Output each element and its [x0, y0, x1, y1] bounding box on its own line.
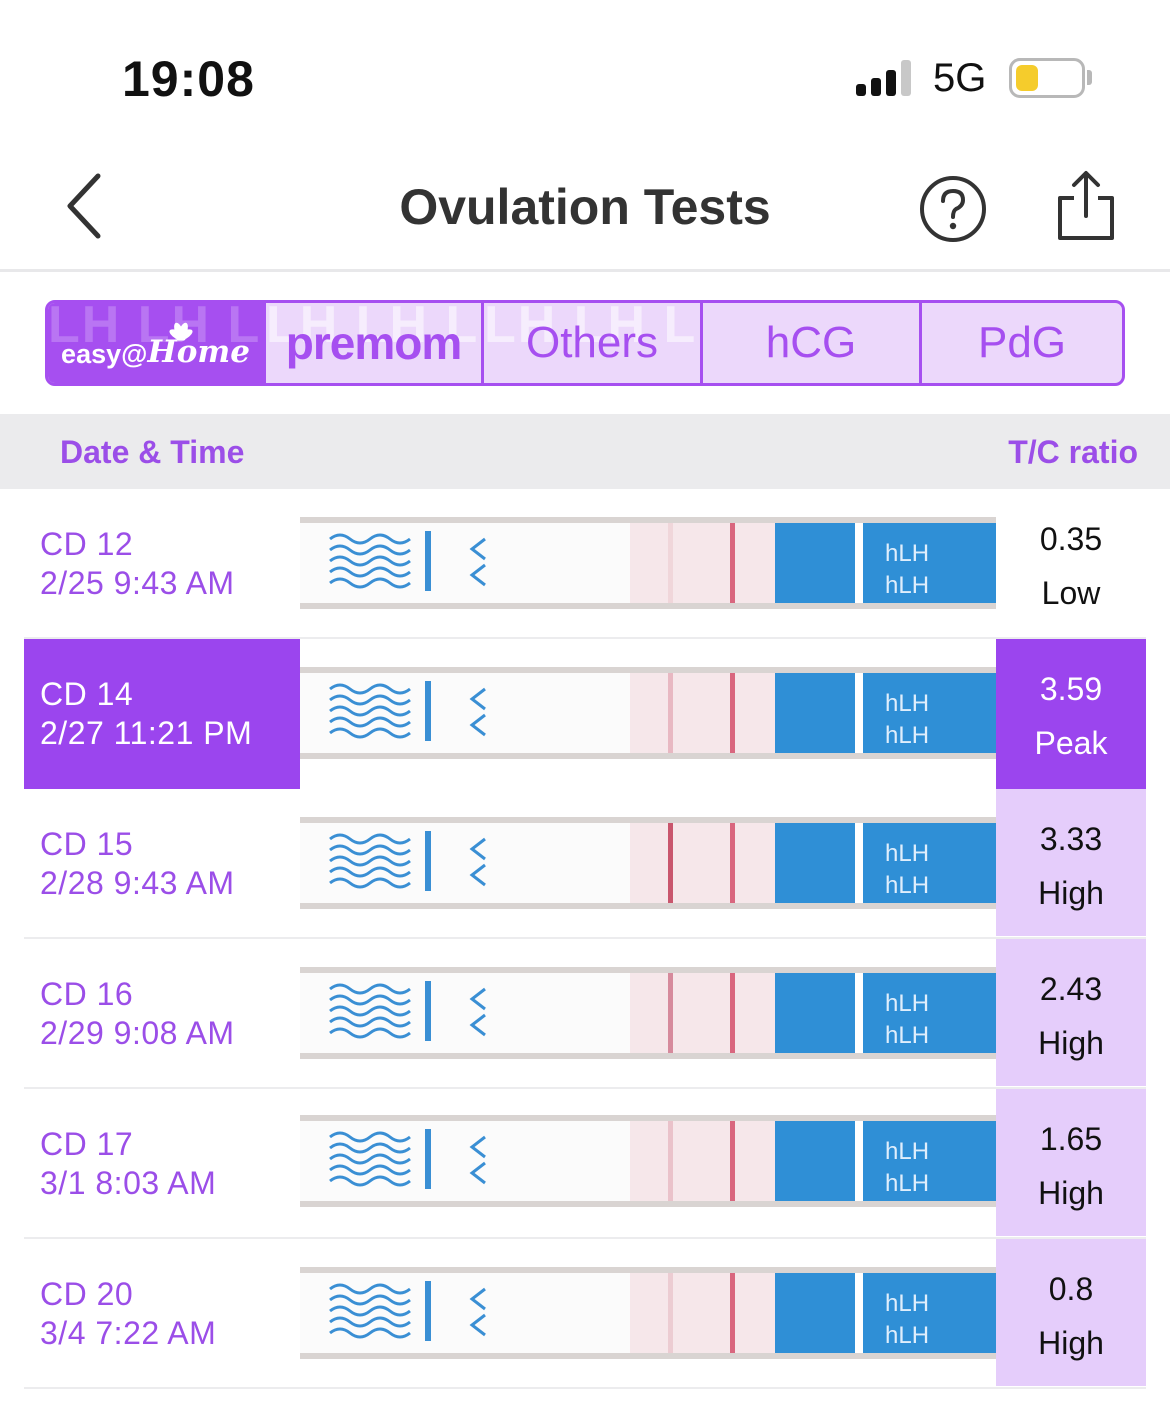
ratio-cell: 3.59 Peak — [996, 639, 1146, 789]
hormone-level: Peak — [1034, 725, 1108, 761]
strip-label: hLH — [885, 990, 929, 1017]
row-divider — [24, 1087, 1146, 1089]
question-circle-icon — [920, 176, 986, 242]
test-row[interactable]: CD 16 2/29 9:08 AM hLH hLH 2.43 High — [0, 939, 1170, 1089]
battery-tip — [1087, 70, 1092, 85]
tab-others[interactable]: LH LH LH LH Others — [484, 303, 703, 383]
hormone-level: Low — [1041, 575, 1101, 611]
strip-label: hLH — [885, 572, 929, 599]
hormone-level: High — [1038, 1025, 1104, 1061]
chevron-left-icon — [67, 173, 101, 239]
ratio-cell: 1.65 High — [996, 1089, 1146, 1239]
tab-watermark: LH LH LH LH — [266, 303, 481, 354]
test-row[interactable]: CD 17 3/1 8:03 AM hLH hLH 1.65 High — [0, 1089, 1170, 1239]
test-strip-image[interactable]: hLH hLH — [300, 517, 996, 609]
test-strip-image[interactable]: hLH hLH — [300, 817, 996, 909]
strip-label: hLH — [885, 872, 929, 899]
row-divider — [24, 637, 1146, 639]
row-divider — [24, 1387, 1146, 1389]
hormone-level: High — [1038, 875, 1104, 911]
cycle-day: CD 14 — [40, 676, 134, 712]
cycle-day: CD 16 — [40, 976, 134, 1012]
strip-label: hLH — [885, 1322, 929, 1349]
test-datetime: 2/27 11:21 PM — [40, 715, 253, 751]
cycle-day: CD 20 — [40, 1276, 134, 1312]
strip-label: hLH — [885, 1022, 929, 1049]
flower-logo-icon — [169, 322, 193, 341]
tab-hcg[interactable]: hCG — [703, 303, 922, 383]
strip-label: hLH — [885, 1290, 929, 1317]
test-strip-image[interactable]: hLH hLH — [300, 1115, 996, 1207]
tab-pdg[interactable]: PdG — [922, 303, 1122, 383]
row-divider — [24, 1237, 1146, 1239]
brand-tabs: LH LH LH LH easy@ Home LH LH LH LH premo… — [45, 300, 1125, 386]
cellular-signal-icon — [856, 60, 914, 96]
network-label: 5G — [933, 56, 987, 100]
help-button[interactable] — [918, 174, 988, 244]
test-row[interactable]: CD 12 2/25 9:43 AM hLH hLH 0.35 Low — [0, 489, 1170, 639]
hormone-level: High — [1038, 1325, 1104, 1361]
status-bar: 19:08 5G — [0, 0, 1170, 150]
strip-label: hLH — [885, 690, 929, 717]
strip-label: hLH — [885, 540, 929, 567]
row-date-cell: CD 20 3/4 7:22 AM — [24, 1239, 300, 1389]
cycle-day: CD 17 — [40, 1126, 134, 1162]
cycle-day: CD 15 — [40, 826, 134, 862]
test-datetime: 3/1 8:03 AM — [40, 1165, 217, 1201]
row-date-cell: CD 14 2/27 11:21 PM — [24, 639, 300, 789]
tab-pdg-label: PdG — [977, 318, 1067, 367]
tc-ratio-value: 1.65 — [1039, 1121, 1103, 1157]
ratio-cell: 3.33 High — [996, 789, 1146, 939]
tc-ratio-value: 3.33 — [1039, 821, 1103, 857]
table-header: Date & Time T/C ratio — [0, 414, 1170, 489]
nav-bar: Ovulation Tests — [0, 150, 1170, 272]
back-button[interactable] — [50, 170, 120, 242]
strip-label: hLH — [885, 1138, 929, 1165]
test-strip-image[interactable]: hLH hLH — [300, 967, 996, 1059]
share-button[interactable] — [1050, 168, 1122, 244]
test-datetime: 2/25 9:43 AM — [40, 565, 235, 601]
share-icon — [1058, 171, 1114, 240]
test-strip-image[interactable]: hLH hLH — [300, 1267, 996, 1359]
tc-ratio-value: 2.43 — [1039, 971, 1103, 1007]
tab-easyhome[interactable]: LH LH LH LH easy@ Home — [48, 303, 266, 383]
strip-label: hLH — [885, 840, 929, 867]
page-title: Ovulation Tests — [399, 179, 771, 235]
row-divider — [24, 937, 1146, 939]
battery-low-icon — [1009, 58, 1085, 98]
ratio-cell: 2.43 High — [996, 939, 1146, 1089]
row-date-cell: CD 15 2/28 9:43 AM — [24, 789, 300, 939]
test-row[interactable]: CD 14 2/27 11:21 PM hLH hLH 3.59 Peak — [0, 639, 1170, 789]
tc-ratio-value: 3.59 — [1039, 671, 1103, 707]
test-datetime: 2/29 9:08 AM — [40, 1015, 235, 1051]
test-datetime: 2/28 9:43 AM — [40, 865, 235, 901]
date-time-header[interactable]: Date & Time — [60, 434, 245, 470]
tc-ratio-value: 0.8 — [1048, 1271, 1094, 1307]
tab-hcg-label: hCG — [765, 318, 857, 367]
tab-others-label: Others — [525, 318, 659, 367]
easyhome-logo-suffix: Home — [147, 334, 250, 370]
premom-logo: premom — [285, 317, 462, 369]
row-date-cell: CD 17 3/1 8:03 AM — [24, 1089, 300, 1239]
tc-ratio-value: 0.35 — [1039, 521, 1103, 557]
hormone-level: High — [1038, 1175, 1104, 1211]
strip-label: hLH — [885, 722, 929, 749]
tab-watermark: LH LH LH LH — [48, 303, 263, 354]
ratio-cell: 0.8 High — [996, 1239, 1146, 1389]
row-date-cell: CD 12 2/25 9:43 AM — [24, 489, 300, 639]
test-row[interactable]: CD 20 3/4 7:22 AM hLH hLH 0.8 High — [0, 1239, 1170, 1389]
cycle-day: CD 12 — [40, 526, 134, 562]
tab-premom[interactable]: LH LH LH LH premom — [266, 303, 484, 383]
row-date-cell: CD 16 2/29 9:08 AM — [24, 939, 300, 1089]
test-strip-image[interactable]: hLH hLH — [300, 667, 996, 759]
easyhome-logo-prefix: easy@ — [61, 339, 148, 369]
test-datetime: 3/4 7:22 AM — [40, 1315, 217, 1351]
easyhome-logo: easy@ Home — [61, 334, 250, 370]
test-row[interactable]: CD 15 2/28 9:43 AM hLH hLH 3.33 High — [0, 789, 1170, 939]
status-time: 19:08 — [122, 51, 255, 107]
tc-ratio-header[interactable]: T/C ratio — [1008, 434, 1138, 470]
tab-watermark: LH LH LH LH — [484, 303, 700, 354]
ratio-cell: 0.35 Low — [996, 489, 1146, 639]
strip-label: hLH — [885, 1170, 929, 1197]
